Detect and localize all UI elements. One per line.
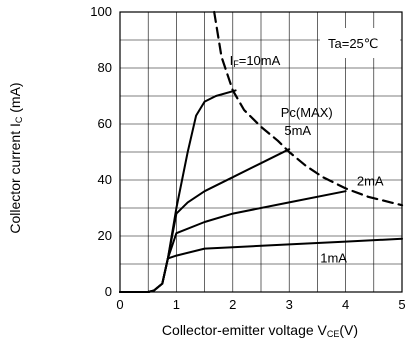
condition-label: Ta=25℃ — [328, 36, 378, 51]
series-label: 2mA — [357, 174, 384, 189]
y-axis-label: Collector current IC (mA) — [7, 82, 24, 233]
series-label: 5mA — [284, 123, 311, 138]
x-tick-label: 5 — [398, 297, 405, 312]
y-tick-label: 100 — [90, 4, 112, 19]
x-tick-label: 3 — [286, 297, 293, 312]
series-label: IF=10mA — [230, 53, 281, 69]
grid — [120, 12, 402, 292]
y-tick-label: 80 — [98, 60, 112, 75]
condition-label-box: Ta=25℃ — [320, 28, 400, 58]
curves — [119, 10, 404, 293]
x-tick-label: 0 — [116, 297, 123, 312]
x-tick-label: 1 — [173, 297, 180, 312]
series-label: 1mA — [320, 250, 347, 265]
x-axis-label: Collector-emitter voltage VCE(V) — [162, 322, 358, 339]
series-label: Pc(MAX) — [281, 105, 333, 120]
y-tick-label: 20 — [98, 228, 112, 243]
series-line-1ma — [119, 237, 403, 293]
series-line-if-10ma — [119, 89, 237, 293]
tick-labels: 0 1 2 3 4 5 0 20 40 60 80 100 — [90, 4, 405, 312]
plot-frame — [119, 11, 403, 293]
y-tick-label: 40 — [98, 172, 112, 187]
x-tick-label: 2 — [229, 297, 236, 312]
series-labels: IF=10mA 5mA 2mA 1mA Pc(MAX) — [230, 53, 384, 265]
y-tick-label: 60 — [98, 116, 112, 131]
y-tick-label: 0 — [105, 284, 112, 299]
series-line-pc-max- — [213, 10, 404, 207]
x-tick-label: 4 — [342, 297, 349, 312]
